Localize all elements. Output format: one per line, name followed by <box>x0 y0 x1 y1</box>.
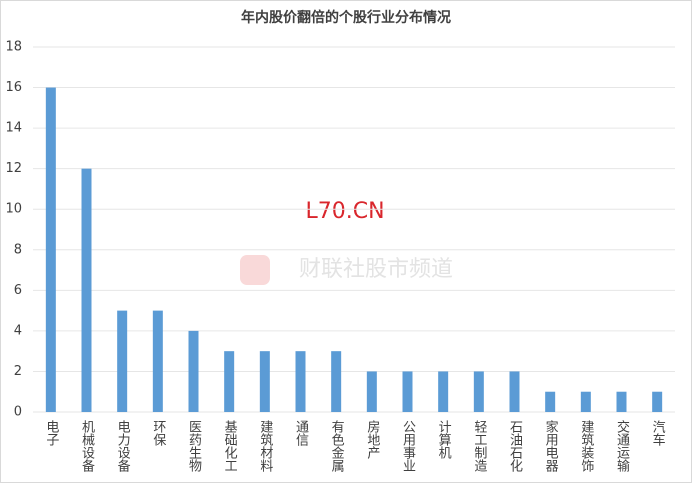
bar <box>509 371 520 412</box>
x-tick-label: 通信 <box>293 420 309 446</box>
y-tick-label: 0 <box>14 405 22 420</box>
x-tick-label: 有色金属 <box>329 420 345 473</box>
x-tick-label: 建筑材料 <box>257 420 273 472</box>
y-tick-label: 6 <box>14 283 22 298</box>
watermark-logo <box>240 255 270 285</box>
bar <box>580 391 591 412</box>
x-tick-label: 电子 <box>43 420 59 446</box>
x-tick-label: 交通运输 <box>614 419 630 472</box>
watermark-text: 财联社股市频道 <box>299 257 453 282</box>
x-tick-label: 家用电器 <box>543 419 559 473</box>
bar <box>152 310 163 412</box>
y-tick-label: 14 <box>5 121 22 136</box>
bar <box>402 371 413 412</box>
bar <box>81 168 92 412</box>
x-tick-label: 机械设备 <box>79 420 95 473</box>
bar <box>473 371 484 412</box>
bar <box>188 330 199 412</box>
x-tick-label: 石油石化 <box>507 420 523 473</box>
y-tick-label: 10 <box>5 202 22 217</box>
bar <box>331 351 342 412</box>
x-tick-label: 环保 <box>150 420 166 446</box>
x-tick-label: 计算机 <box>436 420 452 460</box>
chart-title: 年内股价翻倍的个股行业分布情况 <box>241 9 451 26</box>
x-tick-label: 医药生物 <box>186 420 202 473</box>
x-tick-label: 基础化工 <box>222 420 238 472</box>
bar <box>616 391 627 412</box>
x-tick-label: 建筑装饰 <box>578 420 594 472</box>
bar <box>45 87 56 413</box>
y-tick-label: 8 <box>14 242 22 257</box>
bar <box>652 391 663 412</box>
x-tick-label: 轻工制造 <box>471 420 487 473</box>
x-tick-label: 公用事业 <box>400 420 416 472</box>
bar <box>117 310 128 412</box>
y-tick-label: 18 <box>5 40 22 55</box>
bar <box>224 351 235 412</box>
y-tick-label: 4 <box>14 323 22 338</box>
y-tick-label: 16 <box>5 80 22 95</box>
x-tick-label: 房地产 <box>364 419 380 460</box>
bar <box>545 391 556 412</box>
bar <box>295 351 306 412</box>
x-tick-label: 汽车 <box>650 420 666 446</box>
bar <box>438 371 449 412</box>
watermark-text: L70.CN <box>305 199 384 224</box>
bar <box>366 371 377 412</box>
y-tick-label: 12 <box>5 161 22 176</box>
bar <box>259 351 270 412</box>
x-tick-label: 电力设备 <box>115 420 130 473</box>
y-tick-label: 2 <box>14 364 22 379</box>
